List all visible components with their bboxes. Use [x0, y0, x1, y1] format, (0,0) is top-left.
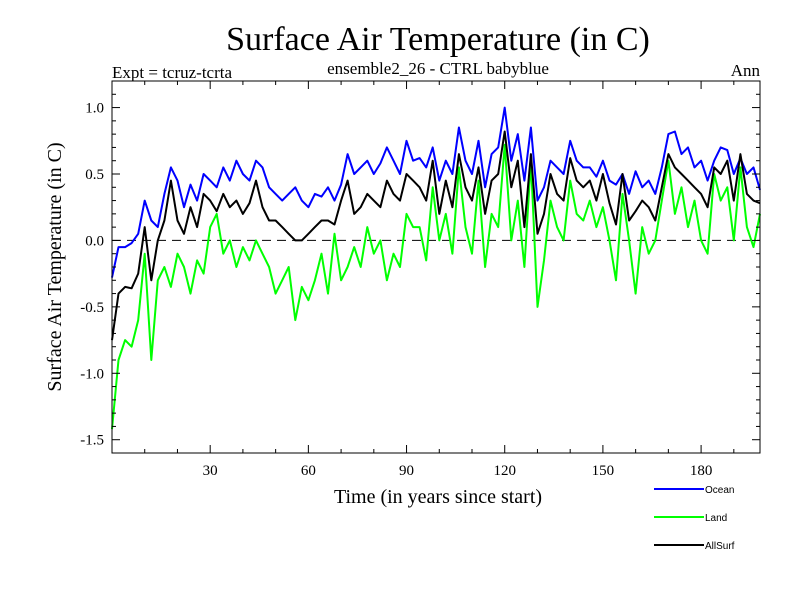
y-tick-label: -0.5	[80, 300, 104, 316]
x-tick-label: 120	[493, 463, 516, 479]
legend: Ocean Land AllSurf	[654, 485, 735, 552]
axis-ticks: 30 60 90 120 150 180 1.0 0.5 0.0 -0.5 -1.0 -1.5	[80, 80, 760, 479]
x-axis-label: Time (in years since start)	[334, 486, 542, 508]
chart-subtitle: ensemble2_26 - CTRL babyblue	[327, 59, 549, 78]
y-tick-label: -1.0	[80, 366, 104, 382]
x-tick-label: 90	[399, 463, 414, 479]
legend-label-ocean: Ocean	[705, 485, 734, 496]
legend-label-allsurf: AllSurf	[705, 541, 735, 552]
x-tick-label: 180	[690, 463, 713, 479]
x-tick-label: 30	[203, 463, 218, 479]
y-tick-label: 1.0	[85, 101, 104, 117]
chart-title: Surface Air Temperature (in C)	[226, 21, 650, 58]
x-tick-label: 60	[301, 463, 316, 479]
x-tick-label: 150	[592, 463, 615, 479]
y-tick-label: -1.5	[80, 433, 104, 449]
legend-label-land: Land	[705, 513, 727, 524]
y-tick-label: 0.0	[85, 233, 104, 249]
experiment-label: Expt = tcruz-tcrta	[112, 63, 232, 82]
plot-lines	[111, 106, 761, 430]
y-tick-label: 0.5	[85, 167, 104, 183]
plot-frame	[111, 80, 761, 454]
y-axis-label: Surface Air Temperature (in C)	[44, 142, 66, 391]
period-label: Ann	[731, 61, 761, 80]
series-line-allsurf	[111, 130, 761, 341]
series-line-ocean	[111, 106, 761, 278]
series-line-land	[111, 143, 761, 430]
